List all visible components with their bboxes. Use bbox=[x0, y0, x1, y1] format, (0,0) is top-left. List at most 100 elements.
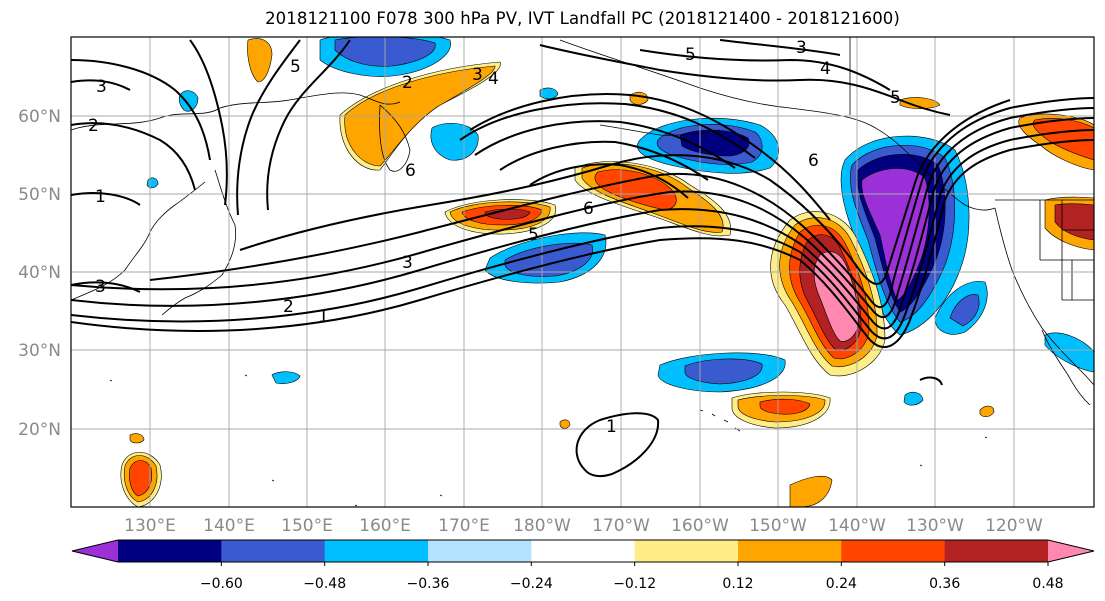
pv-contour-6 bbox=[239, 99, 1011, 285]
colorbar-tick-label: −0.48 bbox=[303, 576, 346, 592]
neg-blob-3 bbox=[271, 371, 301, 384]
pv-label: 3 bbox=[796, 38, 807, 58]
us-state-lines bbox=[1039, 200, 1094, 301]
colorbar-tick-label: 0.24 bbox=[826, 576, 857, 592]
pos-blob-5 bbox=[559, 419, 571, 429]
lon-label: 170°E bbox=[438, 516, 490, 536]
neg-region-california-mid bbox=[949, 294, 980, 327]
hawaii-islands bbox=[699, 409, 741, 432]
pv-label: 4 bbox=[488, 69, 499, 89]
pv-contour-8 bbox=[459, 102, 756, 159]
colorbar-tick-label: −0.60 bbox=[200, 576, 243, 592]
lon-label: 140°W bbox=[828, 516, 886, 536]
pv-contour-3 bbox=[71, 117, 1094, 330]
lon-label: 160°E bbox=[359, 516, 411, 536]
colorbar-cell bbox=[944, 540, 1049, 562]
lon-label: 150°E bbox=[281, 516, 333, 536]
pv-label: 2 bbox=[402, 73, 413, 93]
pv-label: 4 bbox=[820, 59, 831, 79]
colorbar-cell bbox=[841, 540, 946, 562]
coastlines bbox=[71, 37, 1094, 507]
pv-contour-11 bbox=[529, 163, 689, 199]
map-title: 2018121100 F078 300 hPa PV, IVT Landfall… bbox=[265, 9, 900, 28]
colorbar-extend-min bbox=[72, 540, 118, 562]
pv-contour-17 bbox=[189, 39, 228, 206]
lon-label: 180°W bbox=[513, 516, 571, 536]
colorbar-tick-label: −0.12 bbox=[613, 576, 656, 592]
colorbar-cells bbox=[72, 540, 1094, 562]
pv-label: 3 bbox=[472, 65, 483, 85]
neg-blob-1 bbox=[430, 122, 479, 161]
coast-kamchatka bbox=[379, 104, 411, 172]
pv-contour-10 bbox=[499, 140, 709, 181]
pv-contour-12 bbox=[539, 44, 951, 116]
colorbar-cell bbox=[634, 540, 739, 562]
lon-label: 130°E bbox=[124, 516, 176, 536]
pacific-islands bbox=[109, 374, 988, 507]
lat-label: 20°N bbox=[18, 420, 61, 440]
lat-label: 60°N bbox=[18, 107, 61, 127]
pv-label: 5 bbox=[685, 45, 696, 65]
colorbar-cell bbox=[221, 540, 326, 562]
pv-label: 3 bbox=[96, 77, 107, 97]
lon-label: 150°W bbox=[749, 516, 807, 536]
lon-label: 130°W bbox=[906, 516, 964, 536]
pv-contour-9 bbox=[474, 120, 736, 169]
neg-blob-2 bbox=[178, 90, 199, 112]
pv-label: 5 bbox=[890, 88, 901, 108]
pv-label: 6 bbox=[808, 151, 819, 171]
colorbar-tick-label: 0.36 bbox=[929, 576, 960, 592]
lat-label: 40°N bbox=[18, 263, 61, 283]
pv-contour-19 bbox=[71, 122, 196, 191]
coast-nw-america bbox=[994, 207, 1094, 386]
pv-contour-1 bbox=[71, 139, 1094, 349]
pv-label: 5 bbox=[528, 225, 539, 245]
pv-contour-16 bbox=[236, 39, 301, 216]
pos-region-western-us-dark bbox=[1054, 203, 1094, 241]
pv-contour-5 bbox=[149, 97, 1094, 309]
neg-blob-5 bbox=[903, 391, 924, 406]
colorbar-tick-label: 0.12 bbox=[722, 576, 753, 592]
coast-aleutians bbox=[599, 124, 721, 136]
pv-contour-23 bbox=[575, 412, 660, 478]
pos-region-okhotsk-top bbox=[247, 38, 273, 83]
pv-contour-13 bbox=[639, 49, 891, 91]
lon-label: 170°W bbox=[592, 516, 650, 536]
colorbar-outline bbox=[71, 539, 1095, 563]
lat-label: 50°N bbox=[18, 185, 61, 205]
coast-asia-north bbox=[71, 92, 401, 131]
map-frame bbox=[70, 36, 1095, 508]
pos-blob-3 bbox=[979, 405, 995, 418]
longitude-labels: 130°E 140°E 150°E 160°E 170°E 180°W 170°… bbox=[124, 516, 1043, 536]
pos-blob-4 bbox=[899, 97, 941, 110]
pos-blob-2 bbox=[129, 433, 145, 444]
pos-blob-1 bbox=[629, 91, 649, 105]
pv-label: 1 bbox=[318, 307, 329, 327]
coast-baja bbox=[1041, 329, 1091, 406]
pv-contours bbox=[71, 39, 1094, 478]
neg-region-central-pacific-mid bbox=[504, 242, 593, 277]
pv-label: 1 bbox=[606, 417, 617, 437]
pv-contour-4 bbox=[71, 107, 1094, 319]
coast-alaska bbox=[559, 39, 996, 211]
pv-contour-labels: 3 2 1 5 2 3 4 3 4 5 6 6 5 3 2 1 3 6 5 1 bbox=[88, 38, 901, 437]
pv-contour-2 bbox=[71, 129, 1094, 340]
colorbar: −0.60 −0.48 −0.36 −0.24 −0.12 0.12 0.24 0.36 0.4… bbox=[71, 539, 1095, 592]
pv-contour-22 bbox=[71, 79, 131, 91]
pos-region-subtropical-red bbox=[759, 398, 811, 415]
pv-label: 5 bbox=[290, 57, 301, 77]
pv-contour-7 bbox=[469, 93, 831, 221]
lon-label: 160°W bbox=[671, 516, 729, 536]
pv-label: 2 bbox=[283, 297, 294, 317]
colorbar-tick-label: −0.24 bbox=[510, 576, 553, 592]
pv-contour-20 bbox=[71, 192, 141, 206]
colorbar-cell bbox=[428, 540, 532, 562]
lat-label: 30°N bbox=[18, 341, 61, 361]
gridlines bbox=[71, 37, 1094, 507]
colorbar-cell bbox=[738, 540, 842, 562]
pos-region-philippines-red bbox=[129, 460, 153, 497]
pv-label: 6 bbox=[583, 199, 594, 219]
colorbar-cell bbox=[324, 540, 429, 562]
pv-contour-18 bbox=[71, 59, 211, 161]
